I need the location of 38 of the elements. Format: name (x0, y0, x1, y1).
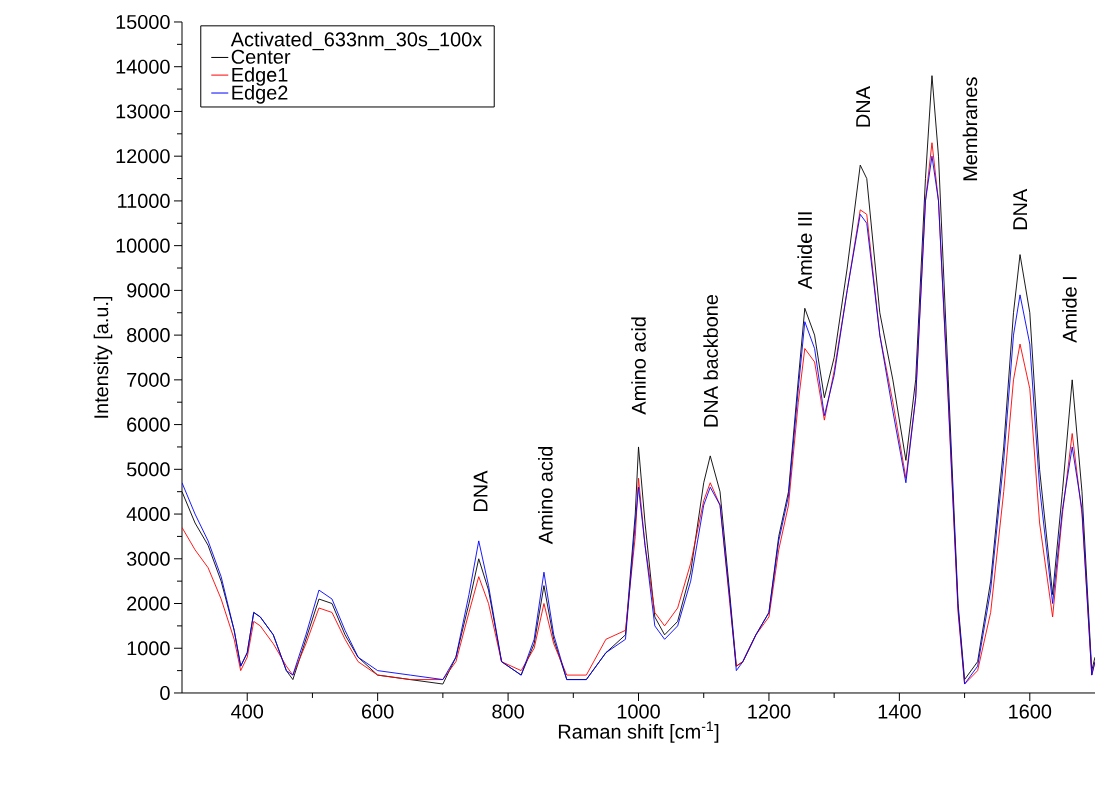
annotation: DNA (473, 470, 488, 511)
legend-label: Center (231, 49, 291, 64)
y-tick-label: 3000 (126, 551, 170, 566)
annotation: DNA (1013, 188, 1027, 230)
y-axis-title: Intensity [a.u.] (93, 296, 113, 418)
x-tick-label: 1400 (878, 704, 921, 719)
y-tick-label: 14000 (116, 59, 170, 74)
annotation: Amino acid (631, 317, 646, 415)
annotation: Membranes (962, 77, 978, 181)
x-tick-label: 400 (231, 704, 264, 719)
x-tick-label: 800 (492, 704, 524, 719)
y-tick-label: 10000 (116, 238, 170, 253)
y-tick-label: 9000 (127, 283, 170, 298)
y-tick-label: 12000 (116, 149, 170, 164)
y-tick-label: 6000 (127, 417, 170, 432)
annotation: Amide III (797, 212, 812, 290)
y-tick-label: 13000 (116, 104, 170, 119)
annotation: DNA (856, 86, 870, 127)
y-tick-label: 8000 (127, 328, 170, 343)
x-tick-label: 1600 (1009, 704, 1052, 719)
legend-label: Edge2 (232, 85, 288, 104)
y-tick-label: 11000 (118, 193, 170, 208)
y-tick-label: 1000 (127, 641, 170, 656)
legend-label: Edge1 (232, 67, 288, 86)
annotation: Amino acid (538, 446, 553, 545)
y-tick-label: 2000 (127, 596, 170, 611)
y-tick-label: 4000 (126, 507, 170, 522)
y-tick-label: 5000 (126, 462, 170, 477)
y-tick-label: 0 (160, 685, 170, 701)
y-tick-label: 7000 (127, 372, 170, 387)
x-tick-label: 1000 (617, 704, 660, 719)
annotation: DNA backbone (703, 294, 718, 427)
x-axis-title: Raman shift [cm$^{-1}$] (558, 721, 719, 743)
x-tick-label: 600 (362, 704, 394, 719)
x-tick-label: 1200 (748, 704, 791, 719)
annotation: Amide I (1062, 277, 1077, 343)
y-tick-label: 15000 (116, 14, 170, 30)
legend-title: Activated_633nm_30s_100x (230, 31, 482, 51)
